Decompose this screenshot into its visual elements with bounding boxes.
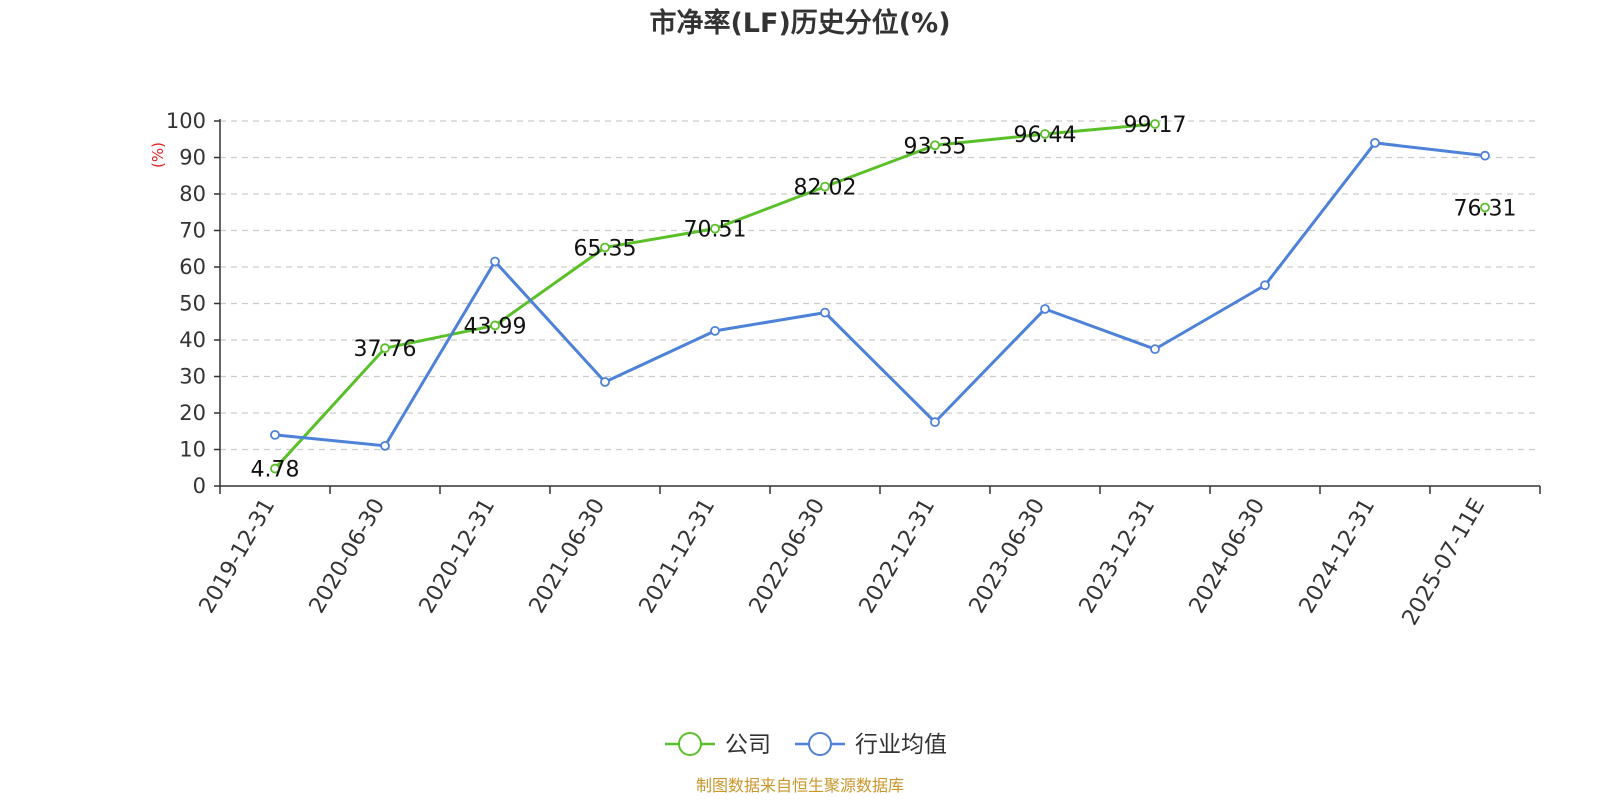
data-point [490,256,500,267]
data-point [1260,280,1270,291]
legend-item-1: 行业均值 [795,732,947,758]
data-label: 93.35 [904,134,967,159]
y-tick-label: 100 [166,109,206,133]
series-line [274,141,1486,448]
data-label: 76.31 [1454,196,1517,221]
series-1 [270,137,1490,451]
x-tick-label: 2019-12-31 [195,495,281,618]
data-point [820,307,830,318]
series-lines [270,119,1490,474]
y-tick-label: 70 [179,219,206,243]
data-point [820,181,830,192]
data-point [600,377,610,387]
x-tick-label: 2024-12-31 [1295,495,1381,618]
data-label: 82.02 [794,176,857,201]
data-point [1040,304,1050,314]
data-point [1150,344,1160,355]
data-point [710,325,720,336]
legend-label: 行业均值 [855,732,947,758]
data-label: 99.17 [1124,113,1187,138]
legend-marker [808,732,832,756]
legend-marker [678,732,702,756]
source-note: 制图数据来自恒生聚源数据库 [696,776,904,795]
x-tick-label: 2023-06-30 [965,495,1051,618]
data-point [930,140,940,151]
legend-label: 公司 [725,732,771,758]
data-label: 4.78 [251,458,300,483]
y-tick-label: 50 [179,292,206,316]
data-point [600,242,610,253]
x-tick-label: 2020-12-31 [415,495,501,618]
data-point [1040,129,1050,139]
x-tick-label: 2025-07-11E [1398,495,1491,630]
y-tick-label: 90 [179,146,206,170]
data-label: 43.99 [464,314,527,339]
data-point [380,343,390,354]
data-point [1150,119,1160,129]
data-label: 70.51 [684,218,747,243]
data-point [490,320,500,331]
legend: 公司 行业均值 [665,732,947,758]
y-tick-label: 40 [179,328,206,352]
x-tick-label: 2021-06-30 [525,495,611,618]
chart-title: 市净率(LF)历史分位(%) [649,7,950,39]
y-tick-label: 10 [179,438,206,462]
data-point [270,463,280,474]
data-point [380,440,390,451]
series-0 [270,119,1490,474]
x-tick-label: 2024-06-30 [1185,495,1271,618]
data-label: 37.76 [354,337,417,362]
data-label: 65.35 [574,236,637,261]
data-point [270,429,280,440]
data-point [1480,202,1490,213]
x-tick-label: 2023-12-31 [1075,495,1161,618]
data-point [930,417,940,428]
data-point [1370,137,1380,148]
x-tick-label: 2020-06-30 [305,495,391,618]
data-labels: 4.78 37.76 43.99 65.35 70.51 82.02 93.35 96.44 9… [251,113,1517,483]
y-tick-label: 80 [179,182,206,206]
series-line [273,122,1156,470]
y-tick-label: 0 [193,474,206,498]
data-label: 96.44 [1014,123,1077,148]
x-tick-label: 2022-12-31 [855,495,941,618]
y-axis-unit: (%) [149,142,167,168]
x-tick-label: 2021-12-31 [635,495,721,618]
data-point [1480,150,1490,161]
y-tick-label: 20 [179,401,206,425]
y-tick-label: 60 [179,255,206,279]
data-point [710,223,720,234]
grid-lines [220,120,1540,451]
legend-item-0: 公司 [665,732,771,758]
x-tick-label: 2022-06-30 [745,495,831,618]
y-tick-label: 30 [179,365,206,389]
